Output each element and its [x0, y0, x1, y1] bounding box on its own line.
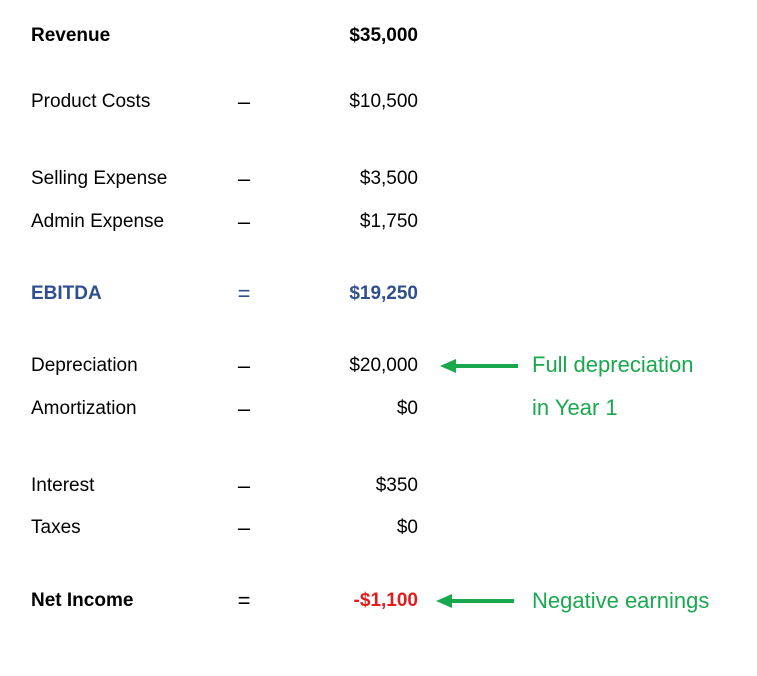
row-operator: – — [237, 166, 251, 191]
row-label: Amortization — [31, 398, 137, 419]
row-value: $3,500 — [359, 168, 418, 189]
row-operator: – — [237, 473, 251, 498]
row-value: $0 — [396, 398, 418, 419]
row-operator: – — [237, 515, 251, 540]
row-net-income: Net Income = -$1,100 — [0, 586, 757, 616]
row-value: $350 — [375, 475, 418, 496]
row-ebitda: EBITDA = $19,250 — [0, 279, 757, 309]
row-value: $1,750 — [359, 211, 418, 232]
row-value: $35,000 — [349, 25, 418, 46]
row-label: Revenue — [31, 25, 111, 46]
row-amortization: Amortization – $0 — [0, 394, 757, 424]
row-label: Selling Expense — [31, 168, 168, 189]
row-value: $10,500 — [349, 91, 418, 112]
row-label: Net Income — [31, 590, 134, 611]
row-selling-expense: Selling Expense – $3,500 — [0, 164, 757, 194]
row-interest: Interest – $350 — [0, 471, 757, 501]
row-value: $19,250 — [349, 283, 418, 304]
row-admin-expense: Admin Expense – $1,750 — [0, 207, 757, 237]
row-operator: – — [237, 89, 251, 114]
depreciation-note-line2: in Year 1 — [532, 395, 618, 420]
row-operator: = — [237, 588, 251, 613]
row-revenue: Revenue $35,000 — [0, 21, 757, 51]
row-operator: = — [237, 281, 251, 306]
row-depreciation: Depreciation – $20,000 — [0, 351, 757, 381]
row-label: Depreciation — [31, 355, 138, 376]
depreciation-note-line1: Full depreciation — [532, 352, 694, 377]
row-operator: – — [237, 353, 251, 378]
arrow-left-icon — [436, 594, 514, 608]
row-label: Interest — [31, 475, 95, 496]
row-label: Taxes — [31, 517, 81, 538]
row-value: $0 — [396, 517, 418, 538]
row-product-costs: Product Costs – $10,500 — [0, 87, 757, 117]
net-income-note: Negative earnings — [532, 588, 710, 613]
row-operator: – — [237, 209, 251, 234]
row-value: $20,000 — [349, 355, 418, 376]
arrow-left-icon — [440, 359, 518, 373]
row-label: EBITDA — [31, 283, 102, 304]
row-operator: – — [237, 396, 251, 421]
row-value: -$1,100 — [353, 590, 418, 611]
row-taxes: Taxes – $0 — [0, 513, 757, 543]
row-label: Admin Expense — [31, 211, 165, 232]
row-label: Product Costs — [31, 91, 151, 112]
